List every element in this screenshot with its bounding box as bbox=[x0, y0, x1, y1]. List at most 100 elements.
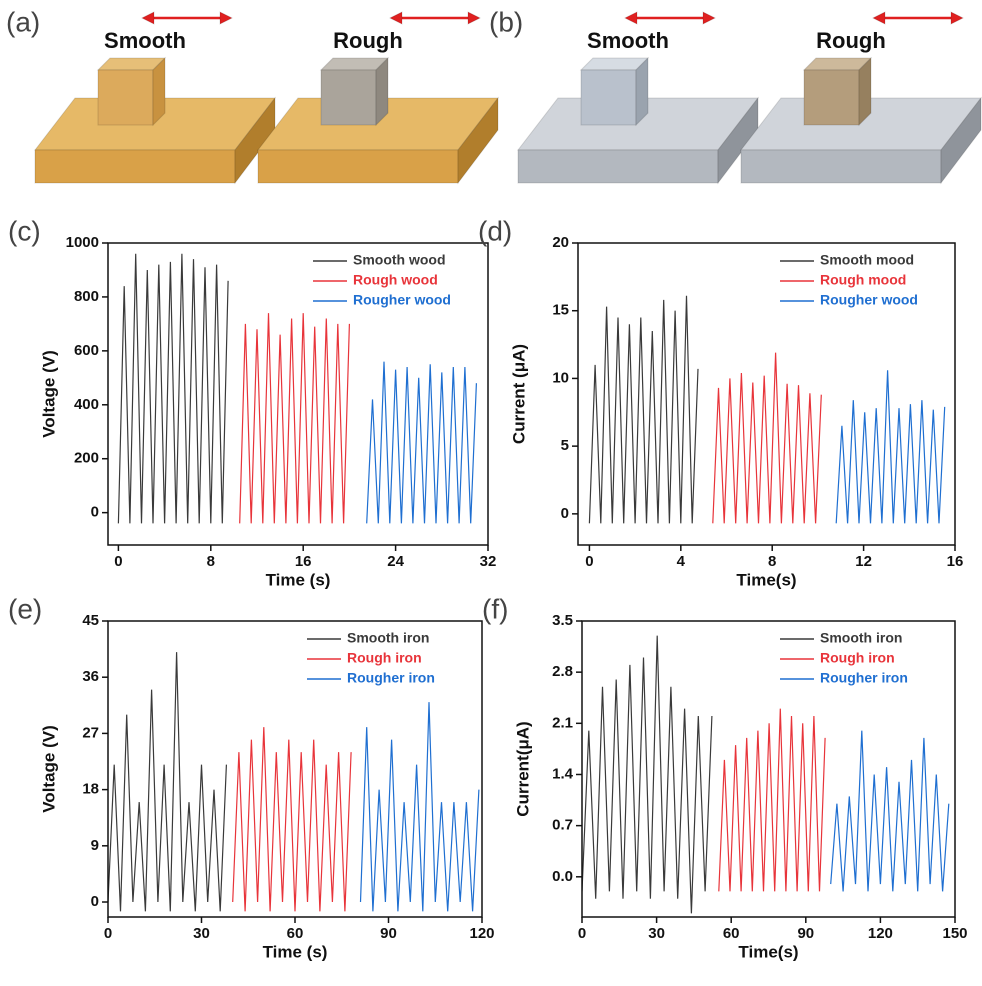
block-label: Smooth bbox=[587, 28, 669, 53]
cube-side bbox=[152, 56, 166, 127]
legend-label: Smooth mood bbox=[820, 252, 914, 268]
x-tick-label: 8 bbox=[768, 553, 776, 570]
slab-front bbox=[740, 149, 942, 184]
series-line bbox=[366, 361, 477, 524]
x-tick-label: 120 bbox=[469, 925, 494, 942]
block-label: Rough bbox=[816, 28, 886, 53]
cube-side bbox=[635, 56, 649, 127]
arrow-head bbox=[871, 11, 886, 25]
slab-front bbox=[257, 149, 459, 184]
series-line bbox=[582, 635, 713, 914]
legend-label: Smooth iron bbox=[820, 630, 902, 646]
y-tick-label: 20 bbox=[552, 234, 569, 251]
series-line bbox=[108, 652, 227, 912]
x-tick-label: 0 bbox=[585, 553, 593, 570]
series-line bbox=[232, 727, 352, 912]
legend-label: Rough wood bbox=[353, 272, 438, 288]
legend-label: Rough iron bbox=[347, 650, 422, 666]
y-tick-label: 36 bbox=[82, 668, 99, 685]
arrow-head bbox=[623, 11, 638, 25]
arrow-head bbox=[388, 11, 403, 25]
y-tick-label: 200 bbox=[74, 450, 99, 467]
x-tick-label: 0 bbox=[578, 925, 586, 942]
panel-label: (f) bbox=[482, 593, 508, 624]
x-tick-label: 32 bbox=[480, 553, 497, 570]
series-line bbox=[359, 702, 480, 912]
legend-label: Rougher iron bbox=[820, 670, 908, 686]
x-tick-label: 30 bbox=[193, 925, 210, 942]
arrow-head bbox=[467, 11, 482, 25]
series-line bbox=[588, 295, 699, 524]
panel-label: (b) bbox=[489, 6, 523, 37]
y-tick-label: 0 bbox=[561, 505, 569, 522]
y-tick-label: 15 bbox=[552, 302, 569, 319]
slab-side bbox=[457, 96, 499, 185]
y-tick-label: 2.1 bbox=[552, 714, 573, 731]
block-label: Rough bbox=[333, 28, 403, 53]
y-tick-label: 3.5 bbox=[552, 612, 573, 629]
legend-label: Smooth iron bbox=[347, 630, 429, 646]
cube-front bbox=[320, 69, 377, 126]
legend-label: Rough mood bbox=[820, 272, 906, 288]
panel-label: (c) bbox=[8, 215, 41, 246]
y-tick-label: 400 bbox=[74, 396, 99, 413]
legend-label: Rougher iron bbox=[347, 670, 435, 686]
x-tick-label: 90 bbox=[797, 925, 814, 942]
arrow-head bbox=[140, 11, 155, 25]
x-axis-label: Time(s) bbox=[736, 570, 796, 589]
x-tick-label: 120 bbox=[868, 925, 893, 942]
panel-label: (e) bbox=[8, 593, 42, 624]
series-line bbox=[117, 253, 229, 524]
x-tick-label: 24 bbox=[387, 553, 404, 570]
y-tick-label: 45 bbox=[82, 612, 99, 629]
y-tick-label: 600 bbox=[74, 342, 99, 359]
cube-front bbox=[803, 69, 860, 126]
series-line bbox=[830, 730, 950, 892]
x-axis-label: Time (s) bbox=[263, 942, 328, 961]
y-tick-label: 0.0 bbox=[552, 868, 573, 885]
x-tick-label: 4 bbox=[677, 553, 686, 570]
cube-front bbox=[580, 69, 637, 126]
x-tick-label: 12 bbox=[855, 553, 872, 570]
slab-side bbox=[940, 96, 982, 185]
plot-frame bbox=[577, 242, 956, 546]
cube-front bbox=[97, 69, 154, 126]
block-label: Smooth bbox=[104, 28, 186, 53]
x-tick-label: 90 bbox=[380, 925, 397, 942]
x-tick-label: 0 bbox=[114, 553, 122, 570]
y-axis-label: Current (μA) bbox=[509, 344, 528, 444]
x-tick-label: 0 bbox=[104, 925, 112, 942]
y-tick-label: 18 bbox=[82, 781, 99, 798]
legend-label: Rough iron bbox=[820, 650, 895, 666]
y-tick-label: 10 bbox=[552, 369, 569, 386]
plot-frame bbox=[107, 242, 489, 546]
y-axis-label: Current(μA) bbox=[513, 721, 532, 816]
cube-side bbox=[858, 56, 872, 127]
x-tick-label: 8 bbox=[207, 553, 215, 570]
y-axis-label: Voltage (V) bbox=[39, 725, 58, 813]
series-line bbox=[239, 313, 350, 524]
legend-label: Smooth wood bbox=[353, 252, 446, 268]
plot-frame bbox=[581, 620, 956, 918]
cube-side bbox=[375, 56, 389, 127]
x-tick-label: 30 bbox=[648, 925, 665, 942]
x-axis-label: Time (s) bbox=[266, 570, 331, 589]
series-line bbox=[712, 352, 822, 524]
panel-label: (a) bbox=[6, 6, 40, 37]
y-tick-label: 800 bbox=[74, 288, 99, 305]
y-tick-label: 1000 bbox=[66, 234, 99, 251]
y-tick-label: 2.8 bbox=[552, 663, 573, 680]
y-tick-label: 0 bbox=[91, 504, 99, 521]
x-tick-label: 150 bbox=[942, 925, 967, 942]
legend-label: Rougher wood bbox=[820, 292, 918, 308]
x-axis-label: Time(s) bbox=[738, 942, 798, 961]
series-line bbox=[835, 370, 946, 524]
y-tick-label: 27 bbox=[82, 724, 99, 741]
panel-label: (d) bbox=[478, 215, 512, 246]
series-line bbox=[718, 708, 826, 892]
x-tick-label: 16 bbox=[947, 553, 964, 570]
y-axis-label: Voltage (V) bbox=[39, 350, 58, 438]
y-tick-label: 5 bbox=[561, 437, 569, 454]
y-tick-label: 0 bbox=[91, 893, 99, 910]
